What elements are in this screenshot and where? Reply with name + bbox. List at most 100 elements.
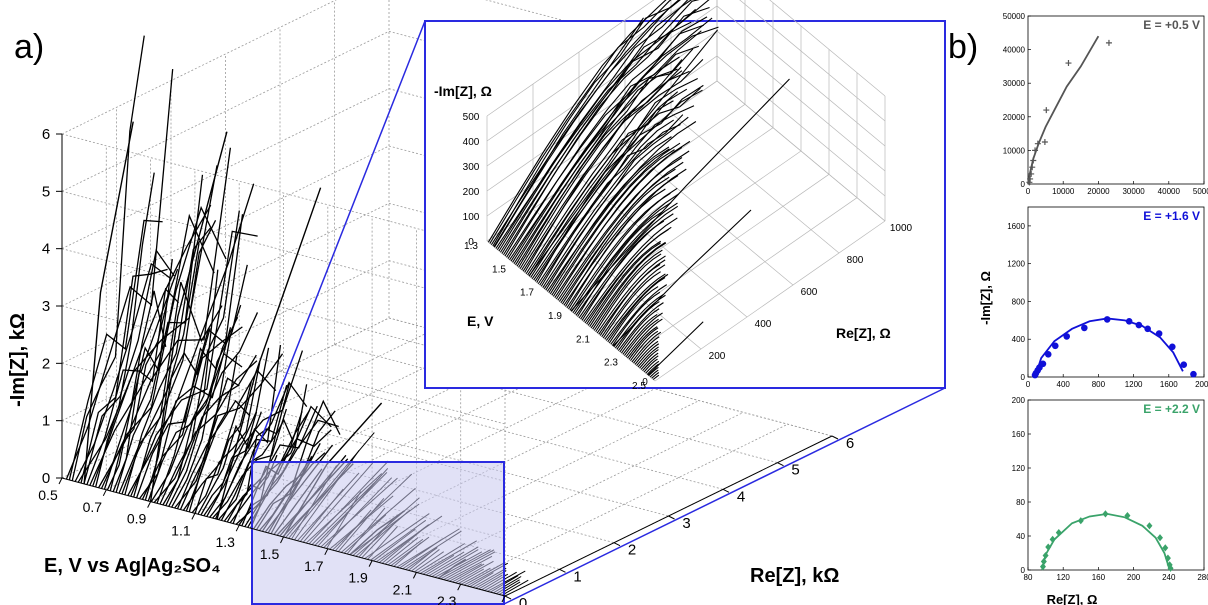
main-y-tick-label: 1.5 (260, 546, 280, 562)
main-z-axis: 0 1 2 3 4 5 6 (42, 126, 63, 487)
inset-trace-line (552, 149, 675, 297)
main-y-tick (412, 572, 417, 579)
inset-trace-line (652, 374, 660, 380)
main-x-tick (559, 568, 566, 573)
main-z-tick-label: 2 (42, 355, 50, 372)
annotation-label: E = +1.6 V (1143, 209, 1200, 223)
main-trace-line (83, 248, 175, 485)
y-tick-label: 40 (1016, 532, 1025, 541)
y-tick-label: 120 (1012, 464, 1026, 473)
subplot-e-2.2v: 80 120 160 200 240 280 0 40 80 120 160 200 E = +2.2 … (1012, 396, 1208, 582)
inset-trace-line (624, 318, 659, 356)
main-trace-line (188, 355, 238, 513)
data-point (1030, 157, 1037, 164)
inset-trace-line (493, 0, 681, 248)
x-tick-label: 800 (1092, 380, 1106, 389)
inset-trace-line (516, 48, 694, 267)
inset-trace-line (589, 242, 661, 327)
inset-x-tick-label: 0 (642, 377, 648, 388)
inset-z-tick-label: 100 (463, 212, 480, 223)
inset-trace-line (577, 211, 663, 317)
inset-trace-line (627, 326, 658, 359)
main-grid-line-e-floor (150, 341, 478, 502)
y-tick-label: 1600 (1007, 222, 1025, 231)
data-point (1034, 140, 1041, 147)
inset-y-axis: 1.3 1.5 1.7 1.9 2.1 2.3 2.5 (464, 241, 646, 392)
data-point (1146, 522, 1153, 530)
main-z-tick-label: 6 (42, 126, 50, 143)
inset-trace-line (604, 273, 666, 340)
main-y-tick (58, 477, 63, 485)
main-x-tick-label: 4 (737, 488, 745, 505)
data-point (1065, 60, 1072, 67)
main-trace-line (115, 174, 204, 493)
main-trace-line (144, 328, 211, 501)
data-point (1049, 535, 1056, 543)
fit-line (1027, 35, 1100, 185)
main-trace-line (133, 220, 217, 498)
x-tick-label: 20000 (1087, 187, 1110, 196)
main-y-tick-label: 2.3 (437, 593, 457, 605)
subplot-frame (1027, 15, 1205, 185)
main-trace-line (176, 399, 251, 510)
inset-grid-line-e-floor (542, 127, 774, 288)
inset-trace-line (507, 16, 708, 259)
inset-y-tick-label: 2.1 (576, 334, 590, 345)
x-tick-label: 1600 (1160, 380, 1178, 389)
main-trace-line (171, 264, 248, 508)
y-tick-label: 40000 (1003, 46, 1026, 55)
main-x-tick (668, 515, 675, 520)
inset-trace-line (568, 188, 666, 310)
inset-trace-line (610, 284, 668, 345)
inset-trace-line (501, 21, 692, 254)
main-y-axis: 0.50.70.91.11.31.51.71.92.12.32.5 (38, 477, 506, 605)
inset-trace-line (512, 30, 702, 263)
y-tick-label: 800 (1012, 297, 1026, 306)
y-tick-label: 20000 (1003, 113, 1026, 122)
inset-trace-line (528, 91, 679, 277)
inset-trace-line (578, 205, 679, 319)
inset-trace-line (631, 331, 662, 363)
inset-trace-line (646, 363, 660, 375)
main-trace-line (159, 210, 240, 505)
subplot-e-0.5v: 0 10000 20000 30000 40000 50000 0 10000 20000 300… (1003, 12, 1208, 196)
inset-trace-line (574, 202, 672, 315)
inset-trace-line (555, 146, 683, 300)
main-trace-line (501, 579, 529, 596)
main-x-tick (831, 435, 839, 440)
inset-trace-line (621, 313, 658, 354)
x-tick-label: 240 (1162, 573, 1176, 582)
data-point (1032, 147, 1039, 154)
main-x-tick (777, 462, 784, 467)
data-point (1167, 564, 1174, 572)
main-trace-line (179, 377, 240, 510)
data-point (1041, 139, 1048, 145)
data-point (1169, 343, 1176, 351)
inset-trace-line (549, 148, 670, 295)
inset-trace-line (630, 330, 659, 361)
main-y-tick (324, 548, 329, 556)
y-tick-label: 0 (1021, 373, 1026, 382)
data-point (1042, 551, 1049, 560)
inset-trace-line (524, 66, 682, 273)
main-y-tick-label: 1.9 (348, 570, 368, 586)
y-tick-label: 10000 (1003, 146, 1026, 155)
inset-y-axis-label: E, V (467, 313, 494, 329)
inset-trace-line (504, 8, 696, 257)
inset-trace-line (571, 187, 678, 312)
inset-grid-line-e-floor (598, 174, 830, 335)
data-point (1063, 333, 1071, 340)
subplot-frame (1027, 206, 1205, 378)
inset-trace-line (649, 369, 659, 378)
inset-trace-line (562, 168, 676, 305)
inset-x-tick-label: 400 (755, 319, 772, 330)
inset-trace-line (651, 372, 660, 379)
main-x-tick-label: 3 (682, 515, 690, 532)
y-tick-label: 160 (1012, 430, 1026, 439)
inset-trace-line (613, 294, 664, 348)
inset-trace-line (513, 45, 699, 264)
y-tick-label: 0 (1021, 566, 1026, 575)
data-point (1043, 107, 1050, 114)
data-point (1039, 563, 1046, 571)
inset-trace-line (645, 360, 660, 374)
